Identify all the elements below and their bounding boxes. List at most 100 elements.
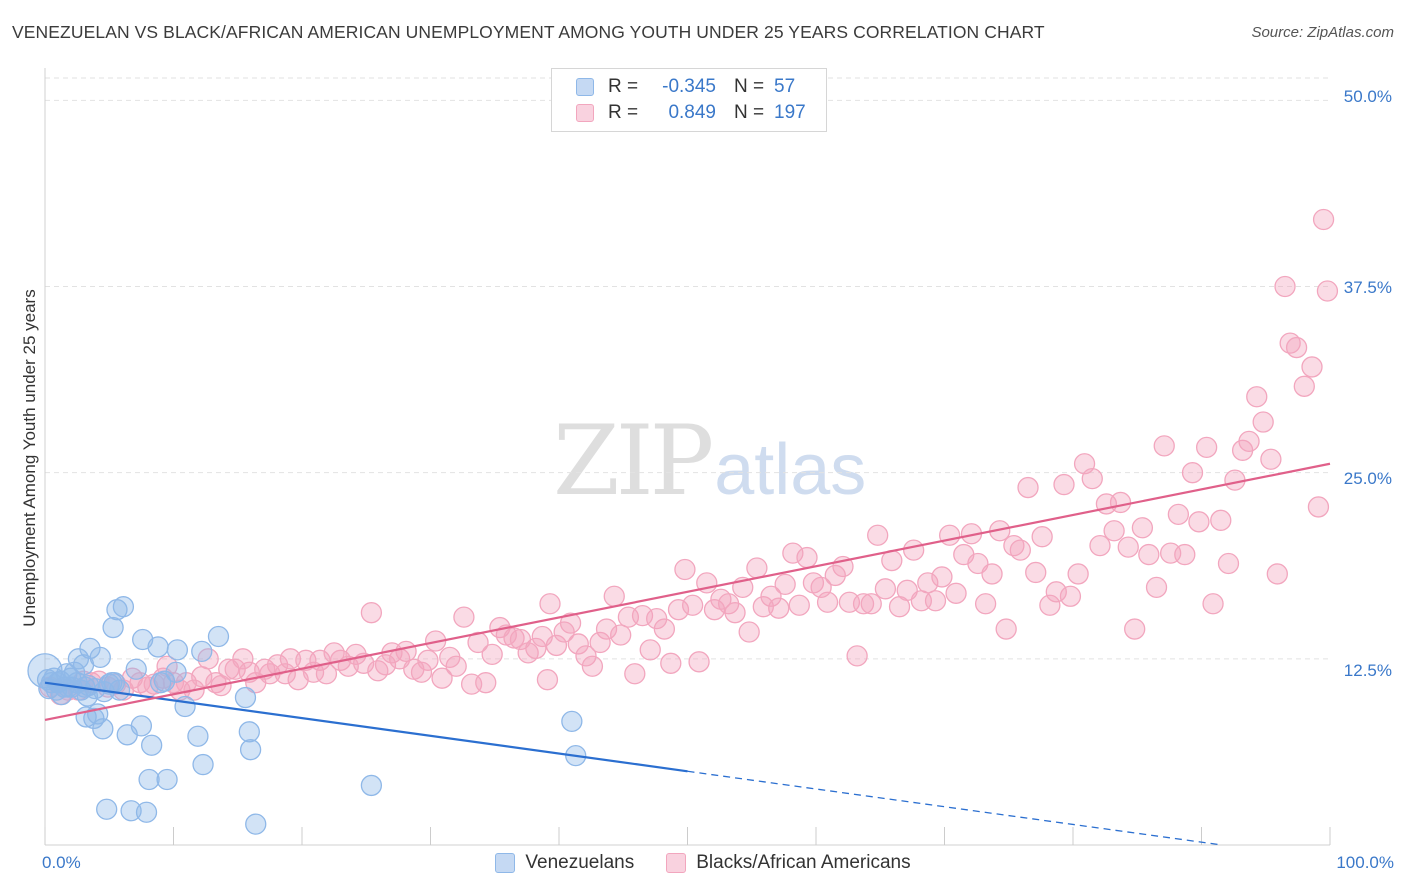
data-point: [631, 604, 654, 627]
data-point: [395, 640, 417, 663]
n-value: 57: [774, 76, 796, 97]
data-point: [974, 593, 997, 615]
data-point: [1045, 581, 1067, 603]
data-point: [1138, 543, 1160, 566]
data-point: [125, 658, 147, 680]
data-point: [475, 672, 497, 694]
data-point: [1307, 496, 1330, 518]
data-point: [674, 558, 696, 581]
legend-row-blacks: R = 0.849 N = 197: [576, 100, 814, 126]
data-point: [561, 710, 583, 733]
correlation-legend: R = -0.345 N = 57 R = 0.849 N = 197: [551, 68, 827, 132]
data-point: [688, 651, 710, 673]
data-point: [539, 593, 561, 615]
trend-line-venezuelans-extrapolated: [687, 770, 1223, 846]
data-point: [667, 599, 690, 621]
data-point: [147, 636, 169, 658]
data-point: [1274, 275, 1296, 298]
y-tick-label: 12.5%: [1343, 661, 1392, 680]
legend-item-venezuelans: Venezuelans: [495, 852, 634, 874]
data-point: [503, 627, 525, 649]
data-point: [1031, 526, 1053, 548]
series-legend: Venezuelans Blacks/African Americans: [0, 852, 1406, 874]
data-point: [1109, 491, 1132, 514]
data-point: [174, 695, 196, 718]
data-point: [1053, 473, 1075, 496]
data-point: [603, 585, 625, 607]
y-tick-label: 25.0%: [1343, 469, 1392, 488]
data-point: [1131, 517, 1154, 539]
data-point: [738, 621, 760, 643]
data-point: [752, 596, 774, 618]
data-point: [867, 524, 889, 546]
data-point: [724, 602, 746, 624]
trend-lines: [44, 462, 1331, 846]
data-point: [234, 686, 257, 709]
data-point: [589, 631, 611, 654]
legend-item-blacks: Blacks/African Americans: [666, 852, 911, 874]
data-point: [130, 715, 153, 737]
data-point: [1117, 536, 1139, 558]
data-point: [141, 734, 163, 756]
data-point: [995, 618, 1017, 640]
data-point: [445, 655, 467, 677]
data-point: [938, 524, 961, 546]
data-point: [238, 721, 260, 743]
trend-line-blacks: [44, 462, 1331, 721]
data-point: [782, 542, 804, 564]
data-point: [1246, 386, 1268, 408]
data-point: [1067, 563, 1089, 585]
data-point: [1017, 476, 1039, 499]
data-point: [1025, 561, 1047, 584]
data-point: [102, 616, 124, 639]
data-point: [1181, 462, 1204, 484]
data-point: [153, 670, 176, 692]
legend-row-venezuelans: R = -0.345 N = 57: [576, 74, 814, 100]
data-point: [774, 573, 796, 596]
data-point: [917, 572, 939, 594]
data-point: [1238, 430, 1260, 453]
data-point: [89, 646, 111, 668]
data-point: [232, 648, 254, 670]
data-point: [660, 652, 682, 674]
data-point: [245, 813, 267, 835]
data-point: [132, 628, 154, 651]
data-point: [874, 578, 897, 600]
data-point: [525, 637, 547, 660]
data-point: [703, 599, 726, 621]
r-label: R =: [608, 102, 639, 123]
data-point: [166, 639, 189, 661]
data-point: [1285, 336, 1308, 359]
data-point: [1266, 563, 1288, 585]
data-point: [545, 634, 568, 657]
data-point: [903, 539, 925, 561]
data-point: [431, 667, 453, 689]
data-point: [187, 725, 209, 747]
data-point: [796, 546, 818, 569]
data-point: [360, 774, 383, 797]
data-point: [135, 801, 158, 823]
data-point: [575, 645, 597, 667]
n-value: 197: [774, 102, 806, 123]
data-point: [610, 624, 632, 646]
r-value: -0.345: [662, 76, 716, 97]
data-point: [945, 582, 967, 604]
y-tick-label: 50.0%: [1343, 87, 1392, 106]
n-label: N =: [734, 76, 765, 97]
legend-swatch-venezuelans: [495, 853, 516, 873]
data-point: [681, 594, 704, 616]
r-label: R =: [608, 76, 639, 97]
r-value: 0.849: [668, 102, 716, 123]
data-point: [746, 557, 768, 579]
n-label: N =: [734, 102, 765, 123]
x-tick-label-min: 0.0%: [42, 853, 81, 872]
data-point: [1009, 539, 1031, 561]
data-point: [646, 607, 668, 630]
data-point: [624, 663, 646, 685]
data-point: [559, 612, 582, 634]
data-point: [1039, 594, 1061, 616]
data-point: [224, 658, 246, 680]
data-point: [266, 654, 289, 676]
data-point: [981, 563, 1003, 585]
data-point: [1081, 467, 1103, 490]
